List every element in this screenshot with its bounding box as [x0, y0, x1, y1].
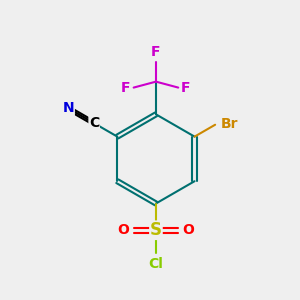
Text: Cl: Cl — [148, 257, 164, 271]
Text: F: F — [151, 45, 161, 59]
Text: F: F — [121, 81, 131, 94]
Text: Br: Br — [220, 117, 238, 131]
Text: C: C — [89, 116, 99, 130]
Text: N: N — [63, 101, 74, 116]
Text: F: F — [181, 81, 191, 94]
Text: O: O — [117, 223, 129, 237]
Text: S: S — [150, 221, 162, 239]
Text: O: O — [183, 223, 195, 237]
